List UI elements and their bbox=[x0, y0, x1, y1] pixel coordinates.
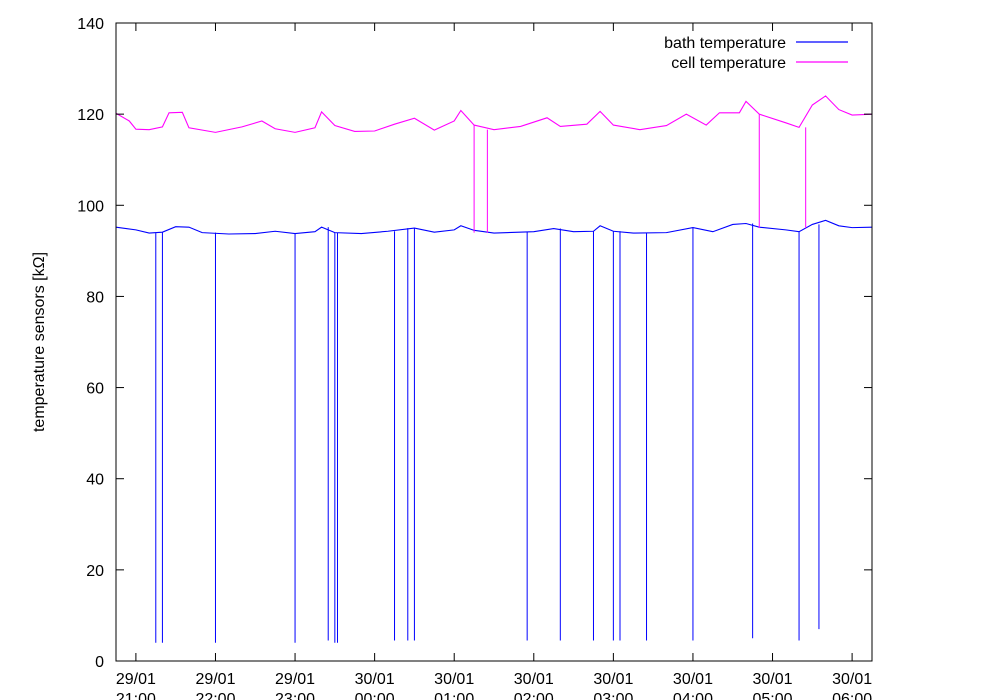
x-tick-label-date: 30/01 bbox=[355, 671, 395, 688]
x-tick-label-time: 02:00 bbox=[514, 691, 554, 700]
x-tick-label-date: 30/01 bbox=[673, 671, 713, 688]
x-tick-label-date: 29/01 bbox=[195, 671, 235, 688]
x-tick-label-time: 04:00 bbox=[673, 691, 713, 700]
x-tick-label-time: 05:00 bbox=[753, 691, 793, 700]
x-tick-label-date: 30/01 bbox=[832, 671, 872, 688]
legend: bath temperature cell temperature bbox=[664, 35, 848, 72]
y-tick-label: 60 bbox=[86, 381, 104, 398]
x-tick-label-date: 30/01 bbox=[593, 671, 633, 688]
x-tick-label-time: 00:00 bbox=[355, 691, 395, 700]
y-tick-label: 0 bbox=[95, 654, 104, 671]
x-tick-label-time: 06:00 bbox=[832, 691, 872, 700]
y-tick-label: 40 bbox=[86, 472, 104, 489]
plot-frame bbox=[115, 22, 873, 662]
x-tick-label-date: 30/01 bbox=[753, 671, 793, 688]
x-tick-label-date: 29/01 bbox=[116, 671, 156, 688]
y-tick-label: 80 bbox=[86, 289, 104, 306]
ticks-layer: 0 20 40 60 80 100 120 140 29/01 21:00 29/01 22:00 29… bbox=[77, 16, 872, 700]
y-tick-label: 120 bbox=[77, 107, 104, 124]
x-tick-label-date: 30/01 bbox=[514, 671, 554, 688]
y-axis-title: temperature sensors [kΩ] bbox=[31, 252, 48, 432]
x-tick-label-time: 22:00 bbox=[195, 691, 235, 700]
y-tick-label: 20 bbox=[86, 563, 104, 580]
series-layer bbox=[115, 95, 873, 643]
series-line-bath-temperature bbox=[115, 219, 873, 235]
y-tick-label: 140 bbox=[77, 16, 104, 33]
x-tick-label-time: 03:00 bbox=[593, 691, 633, 700]
x-tick-label-time: 01:00 bbox=[434, 691, 474, 700]
x-tick-label-time: 23:00 bbox=[275, 691, 315, 700]
y-tick-label: 100 bbox=[77, 198, 104, 215]
legend-label-bath-temperature: bath temperature bbox=[664, 35, 786, 52]
x-tick-label-time: 21:00 bbox=[116, 691, 156, 700]
legend-label-cell-temperature: cell temperature bbox=[671, 55, 786, 72]
series-line-cell-temperature bbox=[115, 95, 873, 133]
x-tick-label-date: 29/01 bbox=[275, 671, 315, 688]
x-tick-label-date: 30/01 bbox=[434, 671, 474, 688]
